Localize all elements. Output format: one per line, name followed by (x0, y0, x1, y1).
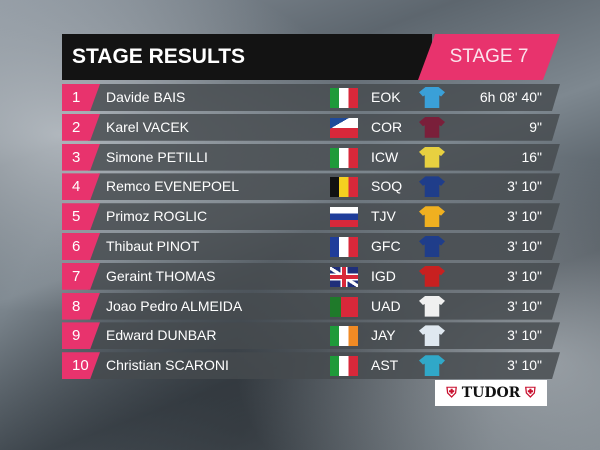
team-code: COR (371, 118, 403, 135)
flag-icon (330, 177, 358, 198)
jersey-icon (419, 116, 445, 138)
rider-name: Joao Pedro ALMEIDA (106, 297, 243, 314)
table-row: 2 Karel VACEK COR 9" (62, 113, 560, 141)
flag-icon (330, 88, 358, 108)
flag-icon (330, 296, 358, 317)
row-background (88, 173, 560, 200)
time-gap: 9" (529, 118, 542, 135)
flag-icon (330, 147, 358, 168)
team-code: IGD (371, 267, 396, 284)
table-row: 9 Edward DUNBAR JAY 3' 10" (62, 322, 560, 350)
row-background (88, 263, 560, 290)
time-gap: 3' 10" (507, 297, 542, 314)
flag-icon (330, 326, 358, 347)
time-gap: 16" (521, 148, 542, 165)
flag-icon (330, 117, 358, 138)
shield-icon: ⛨ (525, 385, 536, 401)
rider-name: Edward DUNBAR (106, 327, 217, 344)
flag-icon (330, 237, 358, 257)
time-gap: 6h 08' 40" (479, 89, 542, 105)
jersey-icon (419, 87, 445, 108)
shield-icon: ⛨ (446, 385, 457, 401)
team-code: JAY (371, 327, 396, 344)
jersey-icon (419, 295, 445, 317)
table-row: 4 Remco EVENEPOEL SOQ 3' 10" (62, 173, 560, 201)
team-code: AST (371, 357, 399, 374)
row-background (88, 203, 560, 230)
table-row: 6 Thibaut PINOT GFC 3' 10" (62, 233, 560, 260)
flag-icon (330, 207, 358, 228)
flag-icon (330, 266, 358, 287)
table-row: 3 Simone PETILLI ICW 16" (62, 143, 560, 171)
time-gap: 3' 10" (507, 327, 542, 344)
sponsor-text: TUDOR (461, 385, 521, 401)
time-gap: 3' 10" (507, 267, 542, 284)
rider-name: Davide BAIS (106, 89, 186, 105)
time-gap: 3' 10" (507, 208, 542, 225)
row-background (88, 322, 560, 349)
row-background (88, 114, 560, 141)
table-row: 7 Geraint THOMAS IGD 3' 10" (62, 262, 560, 290)
time-gap: 3' 10" (507, 178, 542, 195)
rider-name: Primoz ROGLIC (106, 208, 208, 225)
rider-name: Karel VACEK (106, 118, 189, 135)
jersey-icon (419, 146, 445, 168)
row-background (88, 233, 560, 260)
row-background (88, 84, 560, 111)
jersey-icon (419, 325, 445, 347)
sponsor-logo: ⛨ TUDOR ⛨ (435, 380, 547, 406)
jersey-icon (419, 265, 445, 287)
table-row: 5 Primoz ROGLIC TJV 3' 10" (62, 203, 560, 231)
time-gap: 3' 10" (507, 357, 542, 374)
table-row: 8 Joao Pedro ALMEIDA UAD 3' 10" (62, 292, 560, 320)
time-gap: 3' 10" (507, 238, 542, 254)
jersey-icon (419, 236, 445, 257)
row-background (88, 293, 560, 320)
rider-name: Thibaut PINOT (106, 238, 200, 254)
team-code: UAD (371, 297, 401, 314)
team-code: EOK (371, 89, 401, 105)
jersey-icon (419, 355, 445, 377)
stage-badge: STAGE 7 (418, 34, 560, 80)
team-code: TJV (371, 208, 396, 225)
team-code: SOQ (371, 178, 403, 195)
table-row: 10 Christian SCARONI AST 3' 10" (62, 352, 560, 380)
rank-badge: 6 (62, 233, 100, 260)
rider-name: Remco EVENEPOEL (106, 178, 240, 195)
page-title: STAGE RESULTS (62, 34, 432, 80)
jersey-icon (419, 176, 445, 198)
row-background (88, 352, 560, 379)
flag-icon (330, 356, 358, 377)
team-code: ICW (371, 148, 399, 165)
rider-name: Simone PETILLI (106, 148, 208, 165)
jersey-icon (419, 206, 445, 228)
rider-name: Geraint THOMAS (106, 267, 216, 284)
team-code: GFC (371, 238, 401, 254)
row-background (88, 144, 560, 171)
rider-name: Christian SCARONI (106, 357, 229, 374)
table-row: 1 Davide BAIS EOK 6h 08' 40" (62, 84, 560, 111)
